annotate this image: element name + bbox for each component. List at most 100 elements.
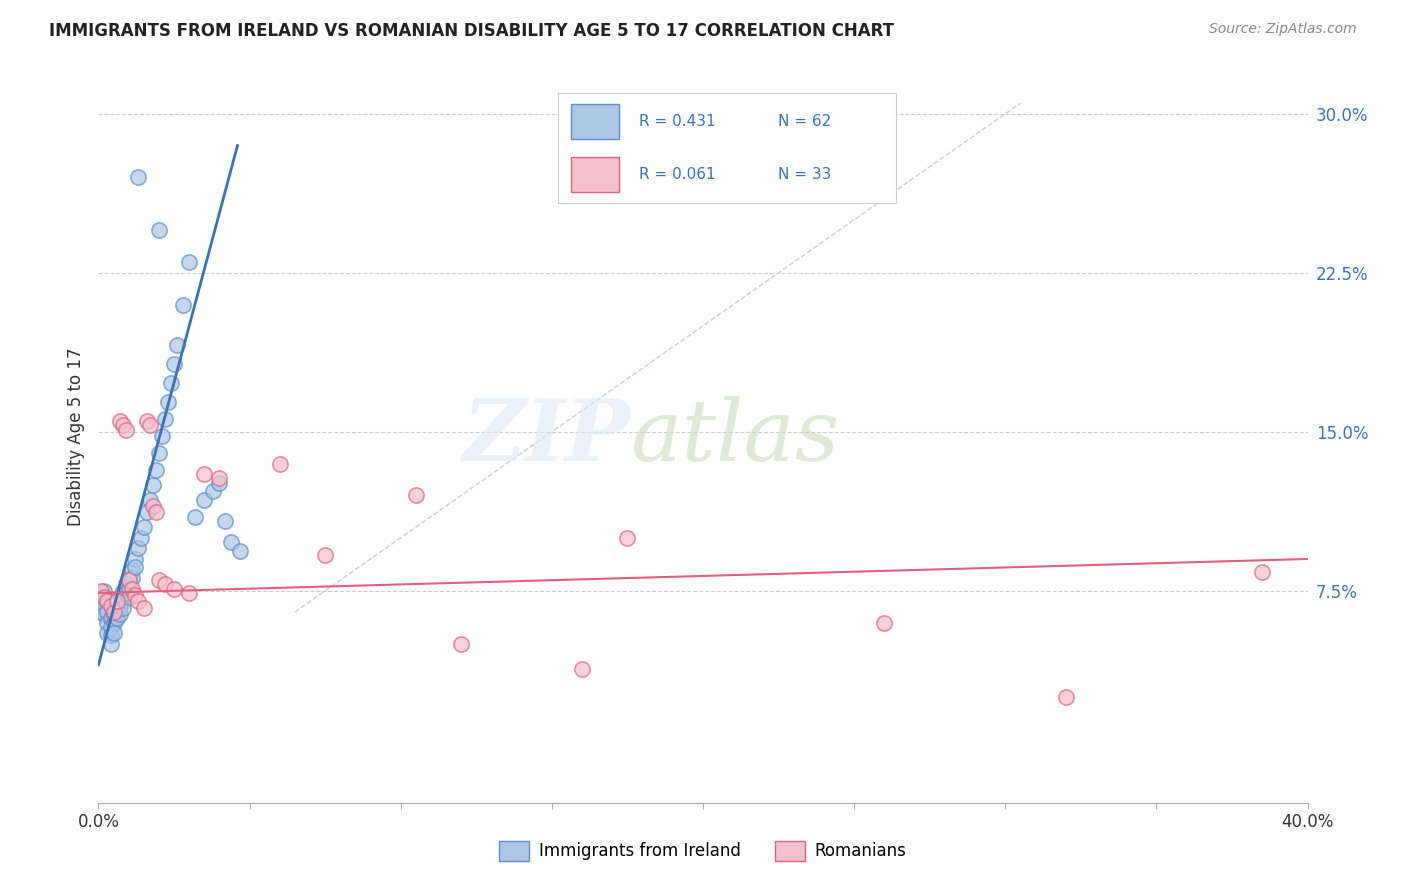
Point — [93, 583, 115, 598]
Point — [100, 620, 122, 634]
Point — [103, 599, 125, 613]
Point — [179, 255, 201, 269]
Point — [124, 552, 146, 566]
Point — [100, 628, 122, 642]
Point — [114, 586, 136, 600]
Point — [96, 605, 118, 619]
Point — [108, 590, 131, 604]
Point — [90, 583, 112, 598]
Point — [105, 611, 128, 625]
Point — [124, 560, 146, 574]
Y-axis label: Disability Age 5 to 17: Disability Age 5 to 17 — [66, 348, 84, 526]
Point — [111, 418, 134, 433]
Point — [214, 514, 236, 528]
Point — [156, 395, 179, 409]
Point — [96, 615, 118, 630]
Point — [121, 582, 143, 596]
Point — [100, 637, 122, 651]
Point — [93, 607, 115, 621]
Point — [127, 594, 149, 608]
Point — [127, 541, 149, 556]
Point — [121, 571, 143, 585]
Point — [616, 531, 638, 545]
Point — [163, 357, 186, 371]
Text: IMMIGRANTS FROM IRELAND VS ROMANIAN DISABILITY AGE 5 TO 17 CORRELATION CHART: IMMIGRANTS FROM IRELAND VS ROMANIAN DISA… — [49, 22, 894, 40]
Point — [208, 475, 231, 490]
Point — [184, 509, 207, 524]
Point — [129, 531, 152, 545]
Point — [105, 603, 128, 617]
Point — [160, 376, 183, 390]
Point — [108, 599, 131, 613]
Point — [108, 414, 131, 428]
Point — [193, 492, 215, 507]
Point — [118, 590, 141, 604]
Text: atlas: atlas — [630, 396, 839, 478]
Point — [153, 577, 176, 591]
Point — [103, 605, 125, 619]
Point — [111, 583, 134, 598]
Point — [148, 573, 170, 587]
Point — [193, 467, 215, 482]
Point — [103, 626, 125, 640]
Point — [314, 548, 336, 562]
Point — [100, 599, 122, 613]
Point — [142, 477, 165, 491]
Point — [405, 488, 427, 502]
Point — [153, 412, 176, 426]
Legend: Immigrants from Ireland, Romanians: Immigrants from Ireland, Romanians — [492, 834, 914, 868]
Point — [450, 637, 472, 651]
Point — [163, 582, 186, 596]
Point — [135, 414, 157, 428]
Point — [208, 471, 231, 485]
Point — [100, 611, 122, 625]
Point — [139, 492, 162, 507]
Point — [172, 297, 194, 311]
Point — [118, 573, 141, 587]
Point — [93, 590, 115, 604]
Point — [96, 594, 118, 608]
Point — [1054, 690, 1077, 704]
Point — [90, 594, 112, 608]
Point — [111, 600, 134, 615]
Point — [124, 588, 146, 602]
Point — [145, 505, 167, 519]
Point — [121, 563, 143, 577]
Point — [1251, 565, 1274, 579]
Point — [571, 662, 593, 676]
Point — [105, 594, 128, 608]
Point — [166, 338, 188, 352]
Point — [90, 599, 112, 613]
Point — [148, 446, 170, 460]
Point — [179, 586, 201, 600]
Point — [145, 463, 167, 477]
Point — [108, 607, 131, 621]
Point — [114, 423, 136, 437]
Point — [111, 592, 134, 607]
Point — [229, 543, 252, 558]
Point — [150, 429, 173, 443]
Point — [202, 484, 225, 499]
Point — [93, 590, 115, 604]
Text: ZIP: ZIP — [463, 395, 630, 479]
Point — [93, 599, 115, 613]
Point — [135, 505, 157, 519]
Point — [114, 577, 136, 591]
Point — [118, 582, 141, 596]
Point — [139, 418, 162, 433]
Point — [132, 520, 155, 534]
Point — [132, 600, 155, 615]
Point — [118, 573, 141, 587]
Point — [269, 457, 291, 471]
Point — [127, 170, 149, 185]
Point — [142, 499, 165, 513]
Point — [105, 594, 128, 608]
Point — [148, 223, 170, 237]
Text: Source: ZipAtlas.com: Source: ZipAtlas.com — [1209, 22, 1357, 37]
Point — [103, 607, 125, 621]
Point — [96, 626, 118, 640]
Point — [221, 535, 243, 549]
Point — [103, 615, 125, 630]
Point — [873, 615, 896, 630]
Point — [96, 594, 118, 608]
